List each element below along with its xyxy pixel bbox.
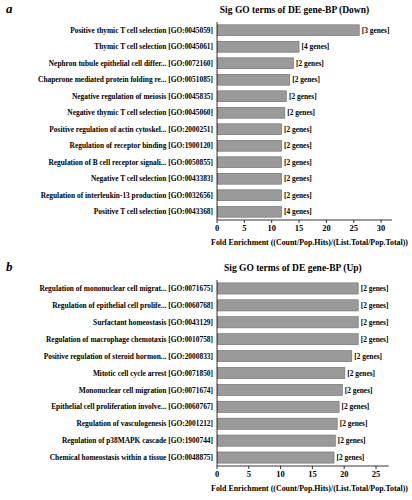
bar xyxy=(217,140,282,151)
panel-0: a Sig GO terms of DE gene-BP (Down) Positi… xyxy=(6,1,408,247)
x-tick-label: 25 xyxy=(350,223,359,233)
category-label: Regulation of macrophage chemotaxis [GO:… xyxy=(46,335,213,344)
x-tick-label: 10 xyxy=(276,469,285,479)
category-label: Mononuclear cell migration [GO:0071674] xyxy=(79,386,213,395)
chart-title: Sig GO terms of DE gene-BP (Up) xyxy=(224,263,362,274)
category-label: Epithelial cell proliferation involve...… xyxy=(51,402,213,411)
category-label: Chaperone mediated protein folding re...… xyxy=(38,75,213,84)
bar xyxy=(217,25,359,36)
bar xyxy=(217,91,286,102)
bar-annotation: [4 genes] xyxy=(302,42,330,51)
chart-title: Sig GO terms of DE gene-BP (Down) xyxy=(220,5,369,16)
category-label: Mitotic cell cycle arrest [GO:0071850] xyxy=(93,369,213,378)
x-tick-label: 20 xyxy=(322,223,331,233)
category-label: Surfactant homeostasis [GO:0043129] xyxy=(93,318,213,327)
bar-annotation: [2 genes] xyxy=(292,75,320,84)
x-tick-label: 15 xyxy=(308,469,317,479)
bar xyxy=(217,190,282,201)
x-tick-label: 20 xyxy=(340,469,349,479)
category-label: Thymic T cell selection [GO:0045061] xyxy=(94,42,213,51)
bar-annotation: [2 genes] xyxy=(345,386,373,395)
bar-annotation: [2 genes] xyxy=(347,369,375,378)
x-tick-label: 5 xyxy=(247,469,251,479)
bar xyxy=(217,157,282,168)
category-label: Nephron tubule epithelial cell differ...… xyxy=(49,59,213,68)
bar-annotation: [2 genes] xyxy=(361,301,389,310)
category-label: Positive regulation of actin cytoskel...… xyxy=(49,125,213,134)
x-tick-label: 15 xyxy=(295,223,304,233)
panel-1: b Sig GO terms of DE gene-BP (Up) Regulati… xyxy=(6,259,408,493)
category-label: Negative T cell selection [GO:0043383] xyxy=(91,174,213,183)
bar-annotation: [2 genes] xyxy=(337,453,365,462)
bar-annotation: [2 genes] xyxy=(284,174,312,183)
category-label: Regulation of epithelial cell prolife...… xyxy=(52,301,213,310)
category-label: Regulation of receptor binding [GO:19001… xyxy=(70,141,213,150)
bar xyxy=(217,367,345,378)
bar-annotation: [2 genes] xyxy=(289,92,317,101)
bar-annotation: [4 genes] xyxy=(284,207,312,216)
bar-annotation: [2 genes] xyxy=(296,59,324,68)
bar-annotation: [2 genes] xyxy=(284,158,312,167)
bar xyxy=(217,124,282,135)
bar-annotation: [2 genes] xyxy=(361,335,389,344)
category-label: Regulation of B cell receptor signali...… xyxy=(48,158,213,167)
bar xyxy=(217,58,294,69)
category-label: Negative thymic T cell selection [GO:004… xyxy=(67,108,213,117)
bar xyxy=(217,173,282,184)
bar-annotation: [2 genes] xyxy=(361,318,389,327)
category-label: Positive T cell selection [GO:0043368] xyxy=(94,207,213,216)
bar-annotation: [2 genes] xyxy=(284,125,312,134)
bar-annotation: [2 genes] xyxy=(284,141,312,150)
x-axis-label: Fold Enrichment ((Count/Pop.Hits)/(List.… xyxy=(211,238,408,247)
category-label: Positive thymic T cell selection [GO:004… xyxy=(70,26,213,35)
bar-annotation: [3 genes] xyxy=(362,26,390,35)
bar xyxy=(217,401,339,412)
bar xyxy=(217,452,334,463)
bar xyxy=(217,74,290,85)
bar xyxy=(217,283,358,294)
bar xyxy=(217,384,342,395)
bar xyxy=(217,418,337,429)
x-tick-label: 30 xyxy=(377,223,386,233)
x-tick-label: 0 xyxy=(215,223,219,233)
bar xyxy=(217,351,352,362)
bar-annotation: [2 genes] xyxy=(340,419,368,428)
panel-letter: b xyxy=(6,259,13,274)
bar xyxy=(217,435,335,446)
x-tick-label: 10 xyxy=(267,223,276,233)
x-axis-line xyxy=(217,220,392,221)
bar xyxy=(217,206,282,217)
category-label: Regulation of vasculogenesis [GO:2001212… xyxy=(76,419,213,428)
x-tick-label: 5 xyxy=(242,223,246,233)
category-label: Regulation of p38MAPK cascade [GO:190074… xyxy=(62,436,213,445)
figure: a Sig GO terms of DE gene-BP (Down) Positi… xyxy=(0,0,412,500)
bar xyxy=(217,334,358,345)
x-axis-line xyxy=(217,466,389,467)
x-tick-label: 0 xyxy=(215,469,219,479)
y-axis-line xyxy=(217,22,218,220)
bar-annotation: [2 genes] xyxy=(354,352,382,361)
bars xyxy=(217,25,359,217)
category-label: Chemical homeostasis within a tissue [GO… xyxy=(50,453,213,462)
y-axis-line xyxy=(217,280,218,466)
bar-annotation: [2 genes] xyxy=(361,284,389,293)
category-label: Regulation of interleukin-13 production … xyxy=(41,191,213,200)
panel-letter: a xyxy=(6,1,13,16)
bar-annotation: [2 genes] xyxy=(342,402,370,411)
bar-annotation: [2 genes] xyxy=(284,191,312,200)
bar-annotation: [2 genes] xyxy=(338,436,366,445)
bar xyxy=(217,317,358,328)
bar-annotation: [2 genes] xyxy=(287,108,315,117)
category-label: Regulation of mononuclear cell migrat...… xyxy=(39,284,213,293)
category-label: Negative regulation of meiosis [GO:00458… xyxy=(72,92,213,101)
bar xyxy=(217,107,285,118)
category-label: Positive regulation of steroid hormon...… xyxy=(44,352,213,361)
x-axis-label: Fold Enrichment ((Count/Pop.Hits)/(List.… xyxy=(211,484,408,493)
bar xyxy=(217,41,299,52)
x-tick-label: 25 xyxy=(372,469,381,479)
bar xyxy=(217,300,358,311)
